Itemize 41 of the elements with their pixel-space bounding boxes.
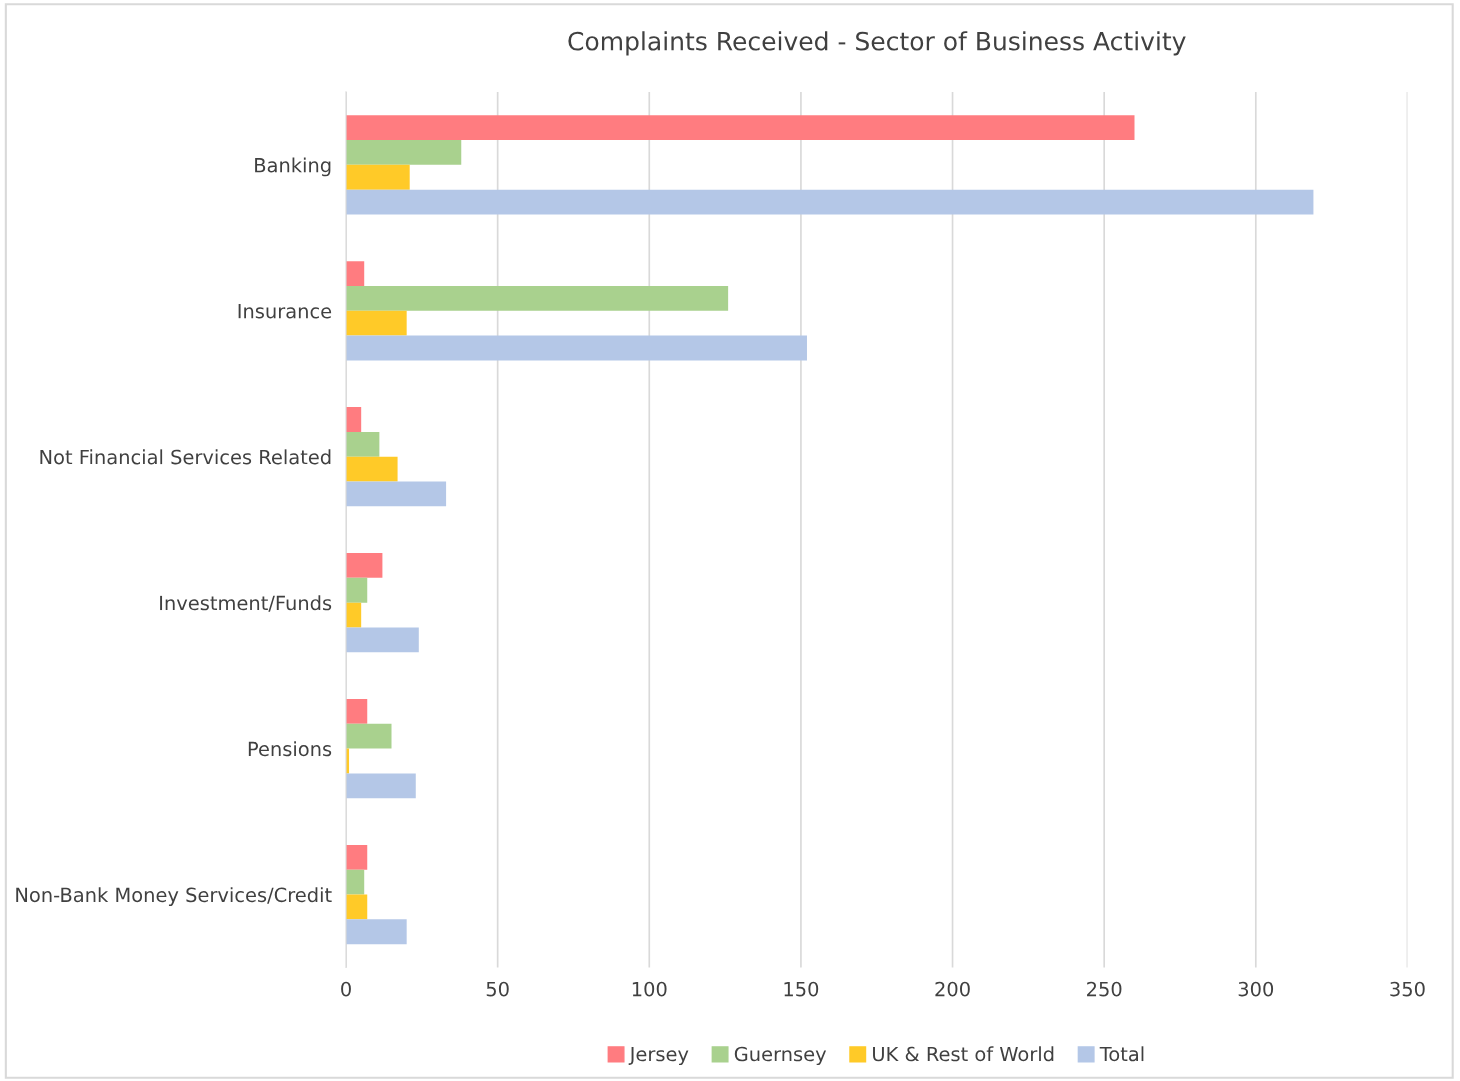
chart-title: Complaints Received - Sector of Business Activity — [568, 31, 1186, 56]
x-tick-label: 150 — [784, 981, 819, 997]
legend-label: UK & Rest of World — [873, 1046, 1054, 1062]
bar — [346, 310, 407, 336]
x-tick-label: 250 — [1087, 981, 1122, 997]
y-tick-label: Investment/Funds — [160, 595, 332, 612]
x-tick-label: 300 — [1238, 981, 1274, 997]
x-tick-label: 100 — [632, 981, 667, 997]
y-tick-label: Pensions — [248, 741, 332, 757]
bar — [346, 869, 365, 895]
bar — [346, 894, 368, 920]
bar — [346, 285, 729, 311]
bar — [346, 698, 368, 724]
x-tick-label: 200 — [935, 981, 970, 997]
bar — [346, 553, 383, 578]
bar — [346, 335, 807, 361]
legend-label: Total — [1099, 1046, 1144, 1062]
y-tick-label: Insurance — [238, 304, 332, 319]
bar — [346, 577, 368, 603]
bar — [346, 723, 392, 749]
y-tick-label: Non-Bank Money Services/Credit — [16, 887, 332, 906]
legend-label: Jersey — [628, 1046, 689, 1066]
bar — [346, 481, 447, 507]
x-tick-label: 50 — [486, 981, 509, 997]
bar — [346, 140, 462, 165]
bar — [346, 164, 410, 190]
bar — [346, 773, 416, 799]
y-tick-label: Not Financial Services Related — [40, 449, 331, 465]
bar — [346, 431, 380, 457]
bar — [346, 627, 419, 653]
x-tick-label: 350 — [1390, 981, 1425, 997]
y-tick-label: Banking — [255, 157, 331, 177]
bar — [346, 407, 362, 432]
bar — [346, 844, 368, 870]
bar — [346, 919, 407, 945]
x-tick-label: 0 — [341, 981, 351, 997]
bar — [346, 115, 1135, 141]
bar — [346, 456, 398, 482]
bar — [346, 189, 1314, 215]
legend-label: Guernsey — [734, 1046, 827, 1066]
bar — [346, 261, 365, 286]
